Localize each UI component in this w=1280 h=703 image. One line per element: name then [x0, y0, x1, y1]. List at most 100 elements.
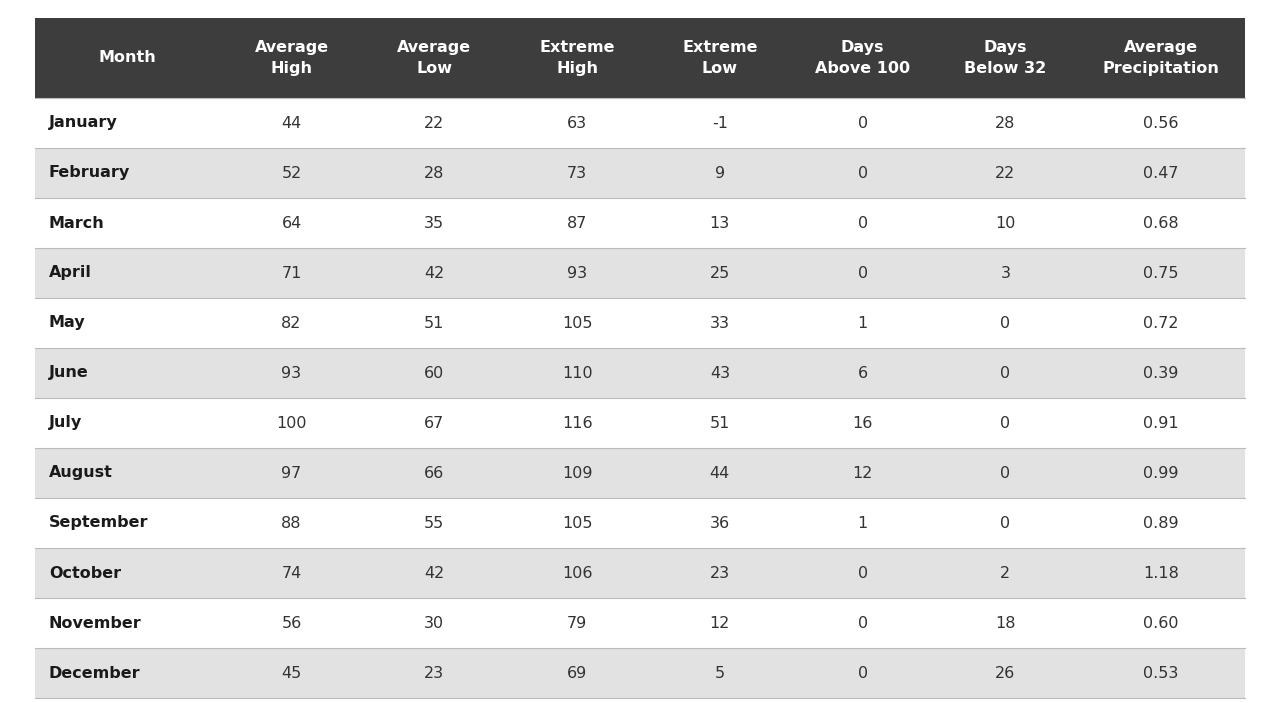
- Text: 0.89: 0.89: [1143, 515, 1179, 531]
- Bar: [35, 348, 1245, 398]
- Text: Average
High: Average High: [255, 40, 329, 76]
- Text: 0: 0: [1001, 465, 1010, 480]
- Text: 56: 56: [282, 616, 302, 631]
- Text: 5: 5: [714, 666, 724, 681]
- Text: 16: 16: [852, 415, 873, 430]
- Text: 12: 12: [709, 616, 730, 631]
- Text: August: August: [49, 465, 113, 480]
- Text: 45: 45: [282, 666, 302, 681]
- Text: 6: 6: [858, 366, 868, 380]
- Text: 82: 82: [282, 316, 302, 330]
- Bar: [506, 18, 649, 98]
- Text: 51: 51: [709, 415, 730, 430]
- Text: 0: 0: [1001, 515, 1010, 531]
- Bar: [35, 148, 1245, 198]
- Text: 13: 13: [709, 216, 730, 231]
- Text: 69: 69: [567, 666, 588, 681]
- Text: 2: 2: [1001, 565, 1010, 581]
- Text: 79: 79: [567, 616, 588, 631]
- Text: 28: 28: [996, 115, 1015, 131]
- Text: 0.75: 0.75: [1143, 266, 1179, 280]
- Text: 67: 67: [424, 415, 444, 430]
- Text: 33: 33: [710, 316, 730, 330]
- Text: 0: 0: [1001, 415, 1010, 430]
- Text: 60: 60: [424, 366, 444, 380]
- Text: 0: 0: [1001, 316, 1010, 330]
- Text: 52: 52: [282, 165, 302, 181]
- Text: November: November: [49, 616, 142, 631]
- Text: 36: 36: [710, 515, 730, 531]
- Text: 63: 63: [567, 115, 588, 131]
- Bar: [35, 248, 1245, 298]
- Bar: [35, 198, 1245, 248]
- Text: 35: 35: [424, 216, 444, 231]
- Text: Days
Below 32: Days Below 32: [964, 40, 1047, 76]
- Text: 55: 55: [424, 515, 444, 531]
- Text: 0.47: 0.47: [1143, 165, 1179, 181]
- Bar: [649, 18, 791, 98]
- Bar: [35, 498, 1245, 548]
- Bar: [35, 18, 220, 98]
- Text: 0.53: 0.53: [1143, 666, 1179, 681]
- Text: 105: 105: [562, 515, 593, 531]
- Text: 18: 18: [995, 616, 1015, 631]
- Text: 116: 116: [562, 415, 593, 430]
- Text: 30: 30: [424, 616, 444, 631]
- Text: -1: -1: [712, 115, 728, 131]
- Bar: [1076, 18, 1245, 98]
- Text: 93: 93: [282, 366, 302, 380]
- Text: 10: 10: [996, 216, 1015, 231]
- Bar: [220, 18, 364, 98]
- Text: 105: 105: [562, 316, 593, 330]
- Text: June: June: [49, 366, 88, 380]
- Text: 43: 43: [710, 366, 730, 380]
- Text: 3: 3: [1001, 266, 1010, 280]
- Text: Average
Precipitation: Average Precipitation: [1102, 40, 1220, 76]
- Text: 106: 106: [562, 565, 593, 581]
- Text: 51: 51: [424, 316, 444, 330]
- Text: 1: 1: [858, 515, 868, 531]
- Text: 109: 109: [562, 465, 593, 480]
- Text: 44: 44: [709, 465, 730, 480]
- Text: 0: 0: [1001, 366, 1010, 380]
- Text: 0: 0: [858, 565, 868, 581]
- Text: October: October: [49, 565, 122, 581]
- Bar: [35, 398, 1245, 448]
- Bar: [791, 18, 934, 98]
- Bar: [35, 548, 1245, 598]
- Text: 23: 23: [710, 565, 730, 581]
- Text: 0.60: 0.60: [1143, 616, 1179, 631]
- Text: 22: 22: [424, 115, 444, 131]
- Text: 0: 0: [858, 666, 868, 681]
- Text: 26: 26: [996, 666, 1015, 681]
- Text: May: May: [49, 316, 86, 330]
- Text: 88: 88: [282, 515, 302, 531]
- Bar: [35, 448, 1245, 498]
- Bar: [364, 18, 506, 98]
- Text: Extreme
Low: Extreme Low: [682, 40, 758, 76]
- Text: 28: 28: [424, 165, 444, 181]
- Bar: [35, 98, 1245, 148]
- Text: 44: 44: [282, 115, 302, 131]
- Text: 97: 97: [282, 465, 302, 480]
- Text: 42: 42: [424, 565, 444, 581]
- Text: 22: 22: [996, 165, 1015, 181]
- Text: 0.56: 0.56: [1143, 115, 1179, 131]
- Text: 0: 0: [858, 216, 868, 231]
- Text: January: January: [49, 115, 118, 131]
- Text: 0.68: 0.68: [1143, 216, 1179, 231]
- Text: July: July: [49, 415, 82, 430]
- Text: 12: 12: [852, 465, 873, 480]
- Text: 0.72: 0.72: [1143, 316, 1179, 330]
- Text: September: September: [49, 515, 148, 531]
- Text: 0: 0: [858, 266, 868, 280]
- Text: 0: 0: [858, 165, 868, 181]
- Text: March: March: [49, 216, 105, 231]
- Text: February: February: [49, 165, 131, 181]
- Bar: [934, 18, 1076, 98]
- Text: 1: 1: [858, 316, 868, 330]
- Text: April: April: [49, 266, 92, 280]
- Text: 87: 87: [567, 216, 588, 231]
- Text: Days
Above 100: Days Above 100: [815, 40, 910, 76]
- Text: 73: 73: [567, 165, 588, 181]
